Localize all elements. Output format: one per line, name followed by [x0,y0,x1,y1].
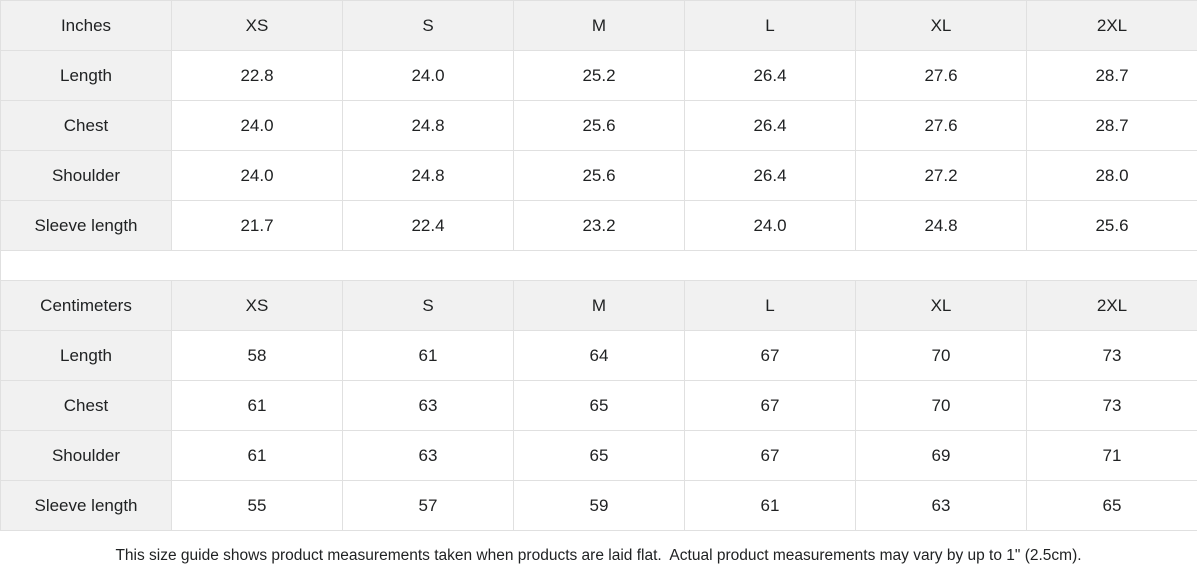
measurement-value: 65 [513,430,685,481]
measurement-value: 26.4 [684,150,856,201]
measurement-value: 27.6 [855,50,1027,101]
measurement-value: 24.8 [855,200,1027,251]
measurement-value: 28.7 [1026,100,1197,151]
measurement-value: 61 [171,380,343,431]
measurement-value: 24.8 [342,150,514,201]
size-column-header: XS [171,280,343,331]
measurement-value: 24.8 [342,100,514,151]
size-column-header: L [684,0,856,51]
unit-header-centimeters: Centimeters [0,280,172,331]
table-row-sleeve-inches: Sleeve length 21.7 22.4 23.2 24.0 24.8 2… [0,200,1197,251]
measurement-label: Chest [0,380,172,431]
measurement-value: 59 [513,480,685,531]
measurement-label: Chest [0,100,172,151]
measurement-value: 64 [513,330,685,381]
measurement-value: 73 [1026,380,1197,431]
measurement-value: 26.4 [684,50,856,101]
measurement-value: 63 [342,430,514,481]
measurement-value: 28.0 [1026,150,1197,201]
size-column-header: S [342,280,514,331]
measurement-value: 61 [342,330,514,381]
size-guide-note: This size guide shows product measuremen… [0,531,1197,580]
measurement-value: 28.7 [1026,50,1197,101]
measurement-value: 67 [684,380,856,431]
measurement-value: 67 [684,330,856,381]
size-guide-table: Inches XS S M L XL 2XL Length 22.8 24.0 … [0,0,1197,531]
measurement-value: 73 [1026,330,1197,381]
measurement-value: 61 [684,480,856,531]
measurement-label: Sleeve length [0,480,172,531]
measurement-value: 70 [855,330,1027,381]
measurement-value: 23.2 [513,200,685,251]
section-spacer [0,250,1197,281]
measurement-value: 24.0 [342,50,514,101]
size-column-header: XS [171,0,343,51]
measurement-value: 27.2 [855,150,1027,201]
measurement-value: 70 [855,380,1027,431]
measurement-value: 57 [342,480,514,531]
size-column-header: XL [855,0,1027,51]
measurement-value: 24.0 [684,200,856,251]
measurement-value: 71 [1026,430,1197,481]
measurement-value: 21.7 [171,200,343,251]
measurement-value: 25.2 [513,50,685,101]
spacer-cell [0,250,1197,281]
table-row-sleeve-cm: Sleeve length 55 57 59 61 63 65 [0,480,1197,531]
measurement-value: 65 [513,380,685,431]
measurement-value: 22.8 [171,50,343,101]
measurement-value: 22.4 [342,200,514,251]
measurement-value: 61 [171,430,343,481]
measurement-value: 25.6 [513,150,685,201]
measurement-value: 25.6 [513,100,685,151]
size-column-header: L [684,280,856,331]
table-row-length-inches: Length 22.8 24.0 25.2 26.4 27.6 28.7 [0,50,1197,101]
size-column-header: S [342,0,514,51]
size-column-header: M [513,280,685,331]
table-row-shoulder-cm: Shoulder 61 63 65 67 69 71 [0,430,1197,481]
table-row-centimeters-header: Centimeters XS S M L XL 2XL [0,280,1197,331]
measurement-value: 26.4 [684,100,856,151]
measurement-value: 24.0 [171,150,343,201]
measurement-value: 25.6 [1026,200,1197,251]
measurement-value: 55 [171,480,343,531]
measurement-value: 27.6 [855,100,1027,151]
measurement-label: Sleeve length [0,200,172,251]
measurement-value: 63 [855,480,1027,531]
measurement-value: 24.0 [171,100,343,151]
unit-header-inches: Inches [0,0,172,51]
size-column-header: 2XL [1026,280,1197,331]
measurement-value: 63 [342,380,514,431]
table-row-chest-cm: Chest 61 63 65 67 70 73 [0,380,1197,431]
size-column-header: XL [855,280,1027,331]
size-column-header: M [513,0,685,51]
table-row-shoulder-inches: Shoulder 24.0 24.8 25.6 26.4 27.2 28.0 [0,150,1197,201]
table-row-chest-inches: Chest 24.0 24.8 25.6 26.4 27.6 28.7 [0,100,1197,151]
table-row-length-cm: Length 58 61 64 67 70 73 [0,330,1197,381]
measurement-label: Length [0,50,172,101]
measurement-value: 69 [855,430,1027,481]
size-column-header: 2XL [1026,0,1197,51]
measurement-value: 65 [1026,480,1197,531]
measurement-value: 58 [171,330,343,381]
table-row-inches-header: Inches XS S M L XL 2XL [0,0,1197,51]
measurement-label: Length [0,330,172,381]
measurement-label: Shoulder [0,430,172,481]
measurement-label: Shoulder [0,150,172,201]
measurement-value: 67 [684,430,856,481]
